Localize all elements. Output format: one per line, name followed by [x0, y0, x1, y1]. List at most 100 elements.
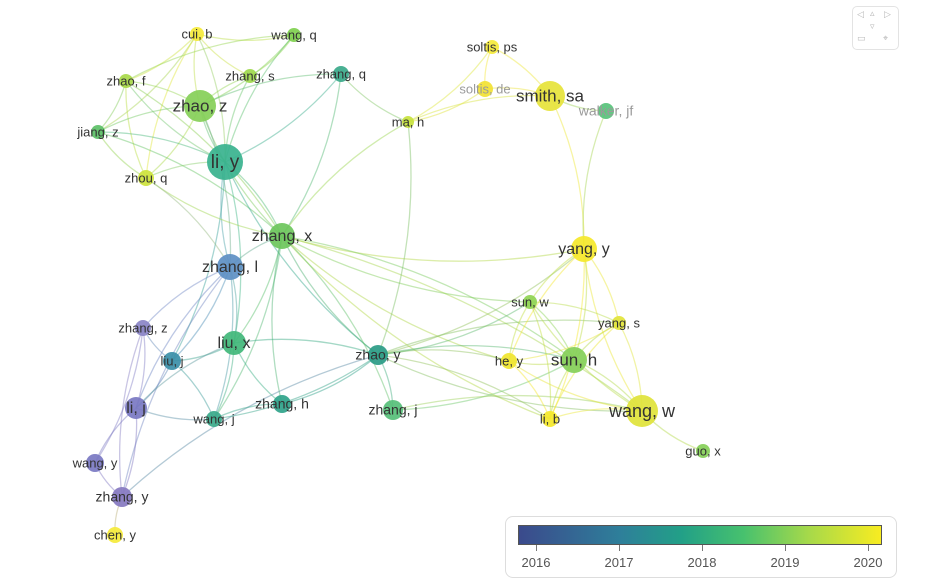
- author-label-zhao-z[interactable]: zhao, z: [173, 96, 228, 115]
- author-label-soltis-de[interactable]: soltis, de: [459, 81, 510, 96]
- coauthor-link: [97, 131, 283, 237]
- author-label-sun-h[interactable]: sun, h: [551, 350, 597, 369]
- pan-left-icon[interactable]: ◁: [857, 10, 864, 20]
- coauthor-link: [171, 161, 226, 362]
- legend-tick-label: 2017: [604, 555, 634, 570]
- author-label-zhang-l[interactable]: zhang, l: [202, 259, 258, 276]
- author-node-zhang-l[interactable]: [217, 254, 243, 280]
- author-node-yang-y[interactable]: [571, 236, 597, 262]
- coauthor-link: [377, 354, 551, 420]
- author-label-zhang-s[interactable]: zhang, s: [225, 68, 275, 83]
- author-label-liu-j[interactable]: liu, j: [160, 353, 183, 368]
- author-label-zhang-x[interactable]: zhang, x: [252, 228, 312, 245]
- coauthor-link: [145, 33, 198, 179]
- author-node-li-b[interactable]: [542, 411, 558, 427]
- coauthor-link: [281, 235, 643, 412]
- author-node-chen-y[interactable]: [107, 527, 123, 543]
- label-layer: cui, b wang, q zhang, q zhao, f zhao, z zhang…: [72, 26, 722, 542]
- author-label-walker-jf[interactable]: walker, jf: [578, 103, 634, 119]
- author-node-li-y[interactable]: [207, 144, 243, 180]
- legend-tick-label: 2016: [521, 555, 551, 570]
- coauthor-link: [407, 88, 486, 123]
- author-node-zhao-z[interactable]: [184, 90, 216, 122]
- author-node-guo-x[interactable]: [696, 444, 710, 458]
- author-label-smith-sa[interactable]: smith, sa: [516, 86, 585, 105]
- coauthor-link: [377, 354, 643, 412]
- author-node-wang-y[interactable]: [86, 454, 104, 472]
- author-label-zhang-q[interactable]: zhang, q: [316, 66, 366, 81]
- author-label-ma-h[interactable]: ma, h: [392, 114, 425, 129]
- author-node-ma-h[interactable]: [402, 116, 414, 128]
- author-node-zhang-y[interactable]: [112, 487, 132, 507]
- author-label-soltis-ps[interactable]: soltis, ps: [467, 39, 518, 54]
- legend-tick: [619, 545, 620, 551]
- author-label-guo-x[interactable]: guo, x: [685, 443, 721, 458]
- author-node-wang-q[interactable]: [287, 28, 301, 42]
- author-node-he-y[interactable]: [501, 353, 517, 369]
- author-node-soltis-de[interactable]: [477, 81, 493, 97]
- author-label-li-b[interactable]: li, b: [540, 411, 560, 426]
- author-label-wang-w[interactable]: wang, w: [608, 401, 676, 421]
- coauthor-link: [281, 235, 531, 303]
- author-label-zhou-q[interactable]: zhou, q: [125, 170, 168, 185]
- author-label-yang-y[interactable]: yang, y: [558, 241, 610, 258]
- legend-tick: [702, 545, 703, 551]
- author-node-zhou-q[interactable]: [138, 170, 154, 186]
- coauthor-link: [377, 248, 585, 356]
- author-label-wang-q[interactable]: wang, q: [270, 27, 317, 42]
- author-label-zhao-f[interactable]: zhao, f: [106, 73, 145, 88]
- coauthor-link: [121, 407, 138, 498]
- coauthor-link: [392, 359, 575, 411]
- author-node-zhang-s[interactable]: [243, 69, 257, 83]
- zoom-out-icon[interactable]: ▭: [857, 34, 866, 44]
- pan-down-icon[interactable]: ▿: [870, 22, 875, 32]
- author-label-jiang-z[interactable]: jiang, z: [76, 124, 118, 139]
- author-label-zhang-y[interactable]: zhang, y: [96, 489, 149, 505]
- author-node-zhang-z[interactable]: [135, 320, 151, 336]
- author-node-liu-j[interactable]: [163, 352, 181, 370]
- author-node-zhang-q[interactable]: [333, 66, 349, 82]
- author-label-wang-y[interactable]: wang, y: [72, 455, 118, 470]
- author-label-wang-j[interactable]: wang, j: [192, 411, 234, 426]
- author-node-li-j[interactable]: [125, 397, 147, 419]
- coauthor-link: [377, 301, 531, 356]
- fit-view-icon[interactable]: ⌖: [883, 34, 889, 44]
- navigation-control[interactable]: ▵ ◁ ▷ ▿ ▭ ⌖: [852, 6, 899, 50]
- author-node-walker-jf[interactable]: [598, 103, 614, 119]
- author-node-wang-j[interactable]: [206, 411, 222, 427]
- coauthor-link: [281, 235, 379, 356]
- pan-up-icon[interactable]: ▵: [870, 9, 875, 19]
- author-node-yang-s[interactable]: [612, 316, 626, 330]
- author-node-wang-w[interactable]: [626, 395, 658, 427]
- coauthor-link: [340, 73, 409, 123]
- coauthor-link: [224, 34, 295, 163]
- author-label-yang-s[interactable]: yang, s: [598, 315, 640, 330]
- author-label-li-j[interactable]: li, j: [126, 400, 146, 417]
- coauthor-link: [224, 161, 379, 356]
- author-node-liu-x[interactable]: [222, 331, 246, 355]
- author-label-zhang-h[interactable]: zhang, h: [255, 396, 309, 412]
- author-node-cui-b[interactable]: [190, 27, 204, 41]
- author-node-zhang-j[interactable]: [383, 400, 403, 420]
- author-label-li-y[interactable]: li, y: [211, 152, 240, 173]
- author-label-liu-x[interactable]: liu, x: [218, 335, 251, 352]
- author-label-zhang-j[interactable]: zhang, j: [368, 402, 417, 418]
- author-node-jiang-z[interactable]: [91, 125, 105, 139]
- author-node-zhao-f[interactable]: [119, 74, 133, 88]
- author-node-soltis-ps[interactable]: [485, 40, 499, 54]
- author-node-smith-sa[interactable]: [535, 81, 565, 111]
- color-scale-bar: [518, 525, 882, 545]
- pan-right-icon[interactable]: ▷: [884, 10, 891, 20]
- author-label-chen-y[interactable]: chen, y: [94, 527, 136, 542]
- author-label-zhao-y[interactable]: zhao, y: [355, 347, 400, 363]
- author-node-zhang-h[interactable]: [273, 395, 291, 413]
- author-node-sun-w[interactable]: [523, 295, 537, 309]
- author-label-sun-w[interactable]: sun, w: [511, 294, 549, 309]
- author-label-zhang-z[interactable]: zhang, z: [118, 320, 167, 335]
- author-node-zhang-x[interactable]: [269, 223, 295, 249]
- author-label-cui-b[interactable]: cui, b: [181, 26, 212, 41]
- author-label-he-y[interactable]: he, y: [495, 353, 524, 368]
- author-node-zhao-y[interactable]: [368, 345, 388, 365]
- author-node-sun-h[interactable]: [561, 347, 587, 373]
